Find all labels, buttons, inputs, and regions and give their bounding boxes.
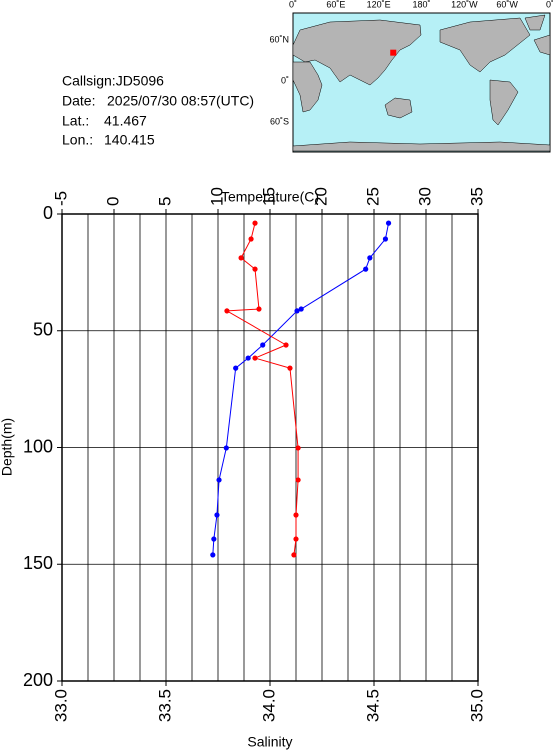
profile-point: [248, 236, 254, 242]
profile-point: [363, 266, 369, 272]
x2-axis-label: Temperature(C): [221, 189, 319, 205]
x2-tick-label: 25: [363, 187, 382, 206]
profile-point: [283, 342, 289, 348]
station-marker: [390, 49, 397, 56]
map-lat-label: 60˚N: [269, 34, 289, 44]
profile-point: [287, 365, 293, 371]
x-tick-label: 33.5: [155, 689, 174, 722]
map-lon-label: 120˚E: [367, 0, 391, 9]
map-lon-label: 0˚: [546, 0, 553, 9]
x2-tick-label: 5: [155, 197, 174, 206]
x2-tick-label: 30: [415, 187, 434, 206]
date-label: Date:: [62, 93, 95, 109]
y-tick-label: 0: [43, 203, 53, 223]
x2-tick-label: 20: [311, 187, 330, 206]
profile-point: [216, 477, 222, 483]
map-lon-label: 60˚E: [326, 0, 345, 9]
profile-point: [211, 536, 217, 542]
x2-tick-label: -5: [51, 191, 70, 206]
y-tick-label: 150: [23, 553, 53, 573]
x2-tick-label: 15: [259, 187, 278, 206]
station-info: Callsign:JD5096 Date: 2025/07/30 08:57(U…: [62, 73, 254, 148]
profile-point: [295, 445, 301, 451]
profile-point: [233, 365, 239, 371]
profile-point: [294, 308, 300, 314]
profile-point: [295, 477, 301, 483]
lon-label: Lon.:: [62, 132, 93, 148]
x-tick-label: 34.5: [363, 689, 382, 722]
x2-tick-label: 35: [467, 187, 486, 206]
profile-line: [225, 222, 299, 555]
profile-point: [293, 512, 299, 518]
lon: 140.415: [104, 132, 155, 148]
profile-point: [298, 306, 304, 312]
lat-label: Lat.:: [62, 113, 89, 129]
y-axis-label: Depth(m): [0, 418, 15, 476]
profile-point: [256, 306, 262, 312]
profile-line: [212, 223, 390, 555]
profile-point: [382, 236, 389, 242]
profile-point: [214, 512, 220, 518]
profile-point: [252, 220, 258, 226]
land: [292, 14, 551, 152]
map-lon-label: 180˚: [412, 0, 430, 9]
map-lon-label: 60˚W: [496, 0, 518, 9]
y-tick-label: 50: [33, 320, 53, 340]
profile-point: [367, 255, 373, 261]
profile-point: [293, 536, 299, 542]
callsign: Callsign:JD5096: [62, 73, 164, 89]
x-tick-label: 34.0: [259, 689, 278, 722]
profile-point: [291, 552, 297, 558]
y-tick-label: 200: [23, 670, 53, 690]
profile-point: [252, 355, 258, 361]
map-lon-label: 120˚W: [451, 0, 478, 9]
profile-point: [224, 308, 230, 314]
map-lat-label: 0˚: [281, 75, 289, 85]
profile-point: [245, 355, 251, 361]
profile-point: [252, 266, 258, 272]
x2-tick-label: 0: [103, 197, 122, 206]
profile-point: [223, 445, 229, 451]
profile-point: [210, 552, 216, 558]
map-inset: 0˚ 60˚E 120˚E 180˚ 120˚W 60˚W 0˚ 60˚N 0˚ 60˚S: [269, 0, 553, 153]
lat: 41.467: [104, 113, 147, 129]
map-lat-label: 60˚S: [270, 116, 289, 126]
profile-point: [385, 220, 392, 226]
x-tick-label: 33.0: [51, 689, 70, 722]
y-tick-label: 100: [23, 436, 53, 456]
profile-point: [260, 342, 266, 348]
map-lon-label: 0˚: [289, 0, 297, 9]
date: 2025/07/30 08:57(UTC): [107, 93, 254, 109]
x2-tick-label: 10: [207, 187, 226, 206]
profile-point: [238, 255, 244, 261]
x-axis-label: Salinity: [247, 734, 292, 750]
x-tick-label: 35.0: [467, 689, 486, 722]
